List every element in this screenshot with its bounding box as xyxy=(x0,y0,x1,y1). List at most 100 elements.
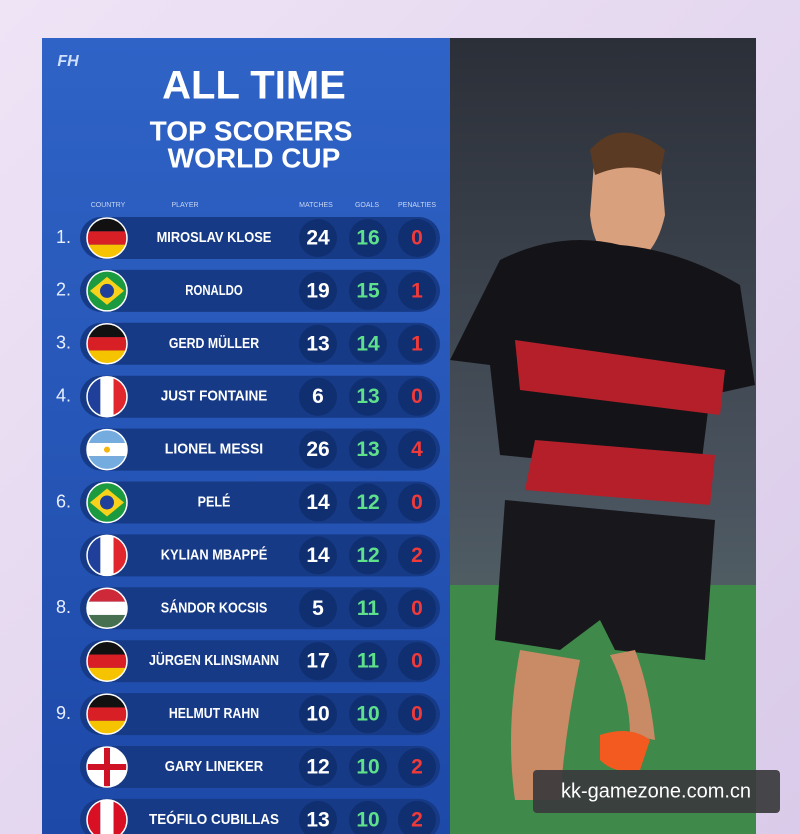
goals: 13 xyxy=(356,438,379,461)
row-background xyxy=(80,481,440,524)
stat-badge xyxy=(398,483,436,522)
rank: 8. xyxy=(56,597,71,617)
column-header: COUNTRY xyxy=(91,202,126,209)
flag-part xyxy=(100,799,114,834)
goals: 10 xyxy=(356,703,379,726)
stat-badge xyxy=(398,324,436,363)
stat-badge xyxy=(349,271,387,310)
stat-badge xyxy=(398,430,436,469)
flag-part xyxy=(100,376,114,417)
stat-badge xyxy=(349,748,387,786)
subtitle: WORLD CUP xyxy=(168,142,341,173)
stat-badge xyxy=(398,748,436,786)
matches: 26 xyxy=(306,438,329,461)
flag-border xyxy=(86,799,128,834)
goals: 14 xyxy=(356,332,380,355)
flag-part xyxy=(100,495,114,510)
matches: 17 xyxy=(306,650,329,673)
flag-part xyxy=(87,764,127,770)
stat-badge xyxy=(349,800,387,834)
stat-badge xyxy=(398,642,436,681)
flag-border xyxy=(86,428,128,471)
penalties: 4 xyxy=(411,438,423,461)
rank: 4. xyxy=(56,385,71,405)
matches: 13 xyxy=(306,808,329,831)
player-name: HELMUT RAHN xyxy=(169,705,259,722)
flag-part xyxy=(87,707,127,721)
stat-badge xyxy=(398,589,436,628)
matches: 5 xyxy=(312,597,324,620)
row-background xyxy=(80,534,440,577)
stat-badge xyxy=(299,748,337,786)
stat-badge xyxy=(349,219,387,257)
stat-badge xyxy=(398,271,436,310)
stat-badge xyxy=(398,536,436,575)
rank: 1. xyxy=(56,227,71,247)
flag-part xyxy=(100,283,114,298)
penalties: 0 xyxy=(411,703,423,726)
stat-badge xyxy=(299,219,337,257)
goals: 16 xyxy=(356,227,379,250)
goals: 12 xyxy=(356,544,379,567)
stat-badge xyxy=(299,430,337,469)
stat-badge xyxy=(349,642,387,681)
stat-badge xyxy=(299,271,337,310)
flag-border xyxy=(86,693,128,735)
goals: 11 xyxy=(357,650,380,673)
row-background xyxy=(80,322,440,365)
flag-border xyxy=(86,587,128,630)
rank: 2. xyxy=(56,280,71,300)
stat-badge xyxy=(349,536,387,575)
goals: 13 xyxy=(356,385,379,408)
flag-border xyxy=(86,270,128,312)
player-name: KYLIAN MBAPPÉ xyxy=(161,546,268,563)
penalties: 0 xyxy=(411,491,423,514)
row-background xyxy=(80,269,440,312)
flag-part xyxy=(87,231,127,245)
stat-badge xyxy=(349,430,387,469)
goals: 10 xyxy=(356,756,379,779)
stat-badge xyxy=(299,800,337,834)
flag-part xyxy=(87,601,127,615)
stat-badge xyxy=(398,800,436,834)
photo xyxy=(450,38,756,834)
row-background xyxy=(80,693,440,736)
player-name: SÁNDOR KOCSIS xyxy=(161,599,268,616)
matches: 24 xyxy=(306,227,330,250)
stat-badge xyxy=(349,324,387,363)
matches: 6 xyxy=(312,385,324,408)
player-name: JÜRGEN KLINSMANN xyxy=(149,652,279,669)
player-name: GARY LINEKER xyxy=(165,758,264,775)
stat-badge xyxy=(398,695,436,734)
title: ALL TIME xyxy=(162,64,346,108)
matches: 10 xyxy=(306,703,329,726)
row-background xyxy=(80,746,440,788)
rank: 3. xyxy=(56,333,71,353)
player-name: RONALDO xyxy=(185,282,243,299)
row-background xyxy=(80,217,440,259)
stat-badge xyxy=(349,589,387,628)
player-name: PELÉ xyxy=(198,493,231,510)
watermark: kk-gamezone.com.cn xyxy=(561,780,751,802)
penalties: 1 xyxy=(411,332,423,355)
flag-border xyxy=(86,481,128,524)
flag xyxy=(87,270,127,311)
stat-badge xyxy=(398,377,436,416)
flag xyxy=(87,482,127,523)
row-background xyxy=(80,428,440,471)
matches: 14 xyxy=(306,544,330,567)
rank: 9. xyxy=(56,703,71,723)
flag xyxy=(87,747,127,787)
row-background xyxy=(80,640,440,683)
stat-badge xyxy=(349,695,387,734)
watermark-box xyxy=(533,770,780,813)
player-name: GERD MÜLLER xyxy=(169,335,259,352)
penalties: 2 xyxy=(411,808,423,831)
stat-badge xyxy=(349,483,387,522)
flag-border xyxy=(86,746,128,788)
matches: 13 xyxy=(306,332,329,355)
row-background xyxy=(80,375,440,418)
stat-badge xyxy=(299,324,337,363)
stat-badge xyxy=(299,483,337,522)
